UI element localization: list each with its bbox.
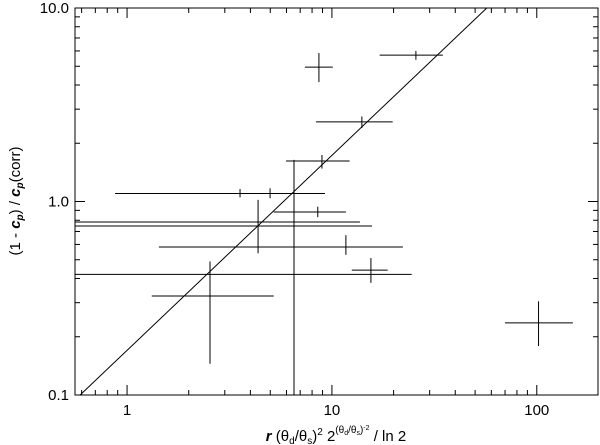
x-label-part: (θ xyxy=(272,428,290,445)
x-label-part: d xyxy=(289,436,295,445)
x-label-part: s xyxy=(307,436,312,445)
y-label-part: c xyxy=(7,188,24,197)
y-tick-label: 1.0 xyxy=(48,194,69,211)
x-axis-label: r (θd/θs)2 2(θd/θs)-2 / ln 2 xyxy=(266,425,406,445)
x-label-part: / ln 2 xyxy=(370,428,407,445)
fit-line xyxy=(79,7,488,396)
x-label-part: /θ xyxy=(295,428,308,445)
x-label-part: 2 xyxy=(317,427,323,438)
x-label-part: ) xyxy=(360,425,363,436)
y-label-part: p xyxy=(15,214,26,221)
x-label-part: 2 xyxy=(323,428,336,445)
y-label-part: (1 - xyxy=(7,229,24,256)
x-tick-label: 10 xyxy=(324,402,341,419)
y-label-part: c xyxy=(7,220,24,229)
x-label-part: ) xyxy=(312,428,317,445)
x-label-part: -2 xyxy=(363,425,369,432)
y-axis-label: (1 - cp) / cp(corr) xyxy=(7,147,26,256)
y-label-part: p xyxy=(15,182,26,189)
x-label-part: d xyxy=(344,430,348,437)
x-label-part: (θ xyxy=(335,425,344,436)
y-tick-label: 10.0 xyxy=(40,0,69,17)
y-tick-label: 0.1 xyxy=(48,387,69,404)
y-label-part: ) / xyxy=(7,197,24,215)
x-label-part: s xyxy=(356,430,360,437)
x-tick-label: 1 xyxy=(123,402,131,419)
x-tick-label: 100 xyxy=(524,402,549,419)
plot-frame xyxy=(74,7,599,396)
y-label-part: (corr) xyxy=(7,147,24,183)
x-label-part: r xyxy=(266,428,273,445)
x-label-part: /θ xyxy=(348,425,357,436)
